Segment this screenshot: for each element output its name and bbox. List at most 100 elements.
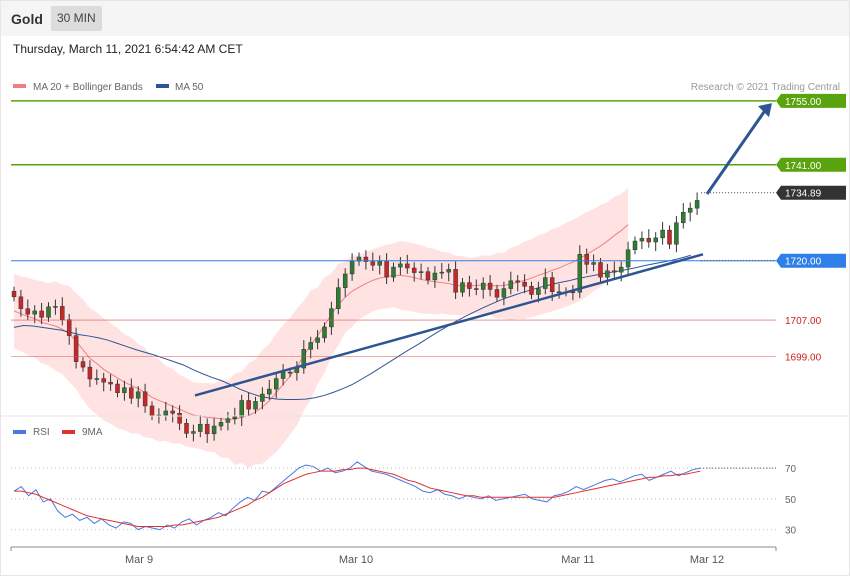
rsi-ma-legend-swatch [62,430,75,434]
resistance-level-label: 1741.00 [785,161,822,172]
candle-body [639,238,645,242]
candle-body [418,271,424,273]
candle-body [467,282,472,289]
rsi-legend-label: RSI [33,427,50,438]
instrument-title: Gold [11,11,43,27]
candle-body [129,387,134,399]
candle-body [556,291,562,294]
candle-body [674,222,679,245]
candle-body [204,423,210,435]
candle-body [273,378,279,390]
candle-body [135,391,141,399]
candle-body [315,337,320,343]
candle-body [253,401,258,410]
candle-body [453,269,458,293]
candle-body [18,296,24,309]
candle-body [405,263,410,269]
candle-body [370,261,376,266]
candle-body [149,405,155,416]
candle-body [191,431,196,434]
rsi-ma-legend-label: 9MA [82,427,103,438]
rsi-level-label: 30 [785,526,797,537]
candle-body [11,291,17,298]
candle-body [687,207,693,213]
candle-body [322,326,327,339]
header-bar [1,1,849,36]
candle-body [411,267,417,273]
candle-body [53,306,58,308]
projection-arrow-head [758,103,772,118]
candle-body [391,266,396,278]
candle-body [32,310,37,315]
candle-body [46,306,51,318]
candle-body [267,388,272,395]
candle-body [246,400,251,410]
candle-body [598,262,603,278]
candle-body [287,371,293,374]
candle-body [329,308,334,328]
projection-arrow-line [705,108,768,195]
candle-body [225,418,231,423]
candle-body [398,263,403,268]
candle-body [301,349,307,369]
credit-label: Research © 2021 Trading Central [691,82,840,93]
candle-body [73,335,79,362]
candle-body [536,288,541,295]
candle-body [39,310,44,318]
candle-body [439,271,445,274]
candle-body [529,286,534,295]
rsi-level-label: 50 [785,495,797,506]
ma50-legend-label: MA 50 [175,82,204,93]
candle-body [142,391,148,407]
candle-body [184,423,189,434]
pivot-level-tag [776,253,846,268]
candle-body [218,422,224,427]
candle-body [577,254,583,293]
candle-body [66,319,72,336]
candle-body [549,277,555,293]
candle-body [543,277,548,289]
resistance-level-tag [776,93,846,108]
candle-body [681,212,686,224]
ma20-legend-label: MA 20 + Bollinger Bands [33,82,143,93]
rsi-level-label: 70 [785,464,797,475]
candle-body [94,378,100,380]
candle-body [625,249,631,268]
candle-body [460,282,465,293]
candle-body [474,288,479,290]
candle-body [646,238,652,243]
support-trendline [194,253,704,397]
candle-body [349,260,355,275]
candle-body [87,366,93,380]
x-tick-label: Mar 10 [339,554,373,566]
candle-body [101,378,106,383]
current-level-tag [776,185,846,200]
candle-body [694,200,700,209]
candle-body [80,361,86,368]
candle-body [508,280,514,289]
candle-body [115,383,120,393]
rsi-legend-swatch [13,430,26,434]
candle-body [501,288,507,298]
datetime-label: Thursday, March 11, 2021 6:54:42 AM CET [13,42,243,56]
x-tick-label: Mar 9 [125,554,153,566]
candle-body [515,280,520,283]
support-level-label: 1699.00 [785,353,822,364]
candle-body [591,262,596,265]
ma50-legend-swatch [156,84,169,88]
rsi-line [13,461,701,531]
bollinger-band [14,188,629,469]
resistance-level-tag [776,157,846,172]
candle-body [336,287,341,309]
candle-body [384,260,389,278]
candle-body [177,413,182,424]
candle-body [653,237,658,243]
candle-body [25,308,31,315]
candle-body [612,270,617,273]
candle-body [522,281,527,287]
x-tick-label: Mar 11 [561,554,594,566]
timeframe-badge[interactable]: 30 MIN [51,6,102,31]
candle-body [494,289,500,298]
candle-body [363,256,369,262]
